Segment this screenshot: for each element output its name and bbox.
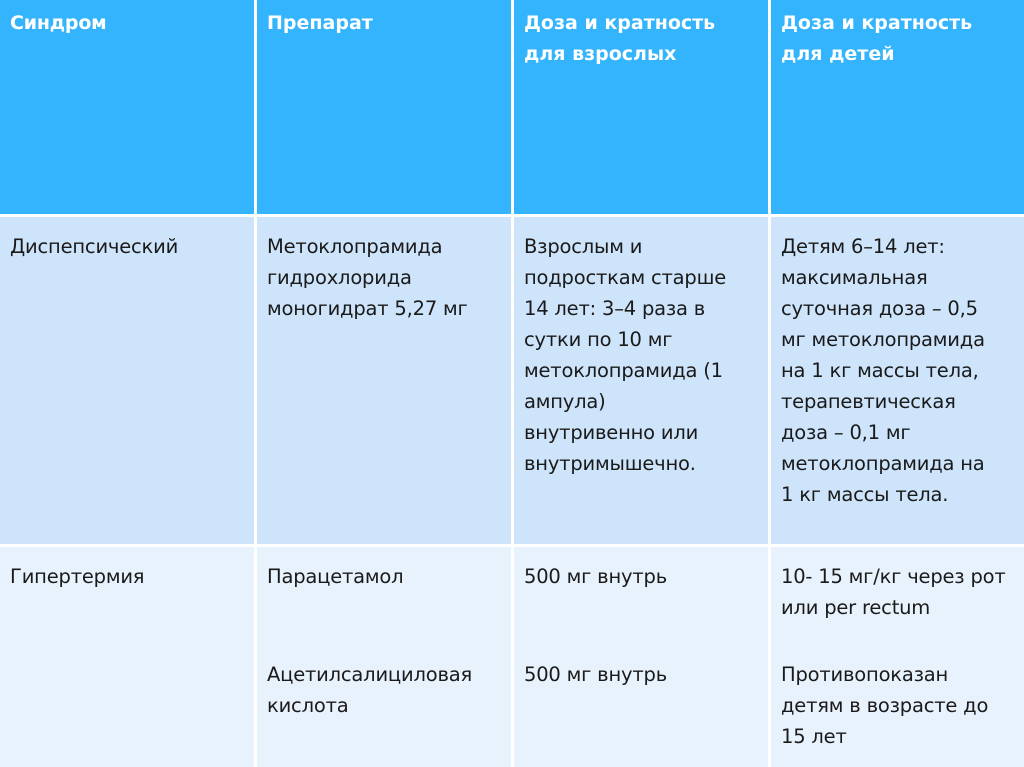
table-row-hyperthermia-syndrome: Гипертермия (0, 547, 254, 767)
header-adult-dose: Доза и кратность для взрослых (514, 0, 768, 214)
header-drug: Препарат (257, 0, 511, 214)
table-row-dyspeptic-drug: Метоклопрамида гидрохлорида моногидрат 5… (257, 217, 511, 544)
cell-text: 10- 15 мг/кг через рот или per rectum (781, 565, 1006, 619)
table-row-hyperthermia-drug: Парацетамол Ацетилсалициловая кислота (257, 547, 511, 767)
cell-text: Парацетамол (267, 565, 404, 588)
cell-text: Взрослым и подросткам старше 14 лет: 3–4… (524, 235, 727, 475)
cell-text: Метоклопрамида гидрохлорида моногидрат 5… (267, 235, 468, 320)
cell-text: Гипертермия (10, 565, 145, 588)
table-row-hyperthermia-adult: 500 мг внутрь 500 мг внутрь (514, 547, 768, 767)
header-label: Доза и кратность для взрослых (524, 12, 716, 65)
header-label: Препарат (267, 12, 373, 34)
table-row-dyspeptic-adult: Взрослым и подросткам старше 14 лет: 3–4… (514, 217, 768, 544)
cell-text: 500 мг внутрь (524, 565, 667, 588)
table-row-dyspeptic-syndrome: Диспепсический (0, 217, 254, 544)
cell-text: Противопоказан детям в возрасте до 15 ле… (781, 663, 989, 748)
header-child-dose: Доза и кратность для детей (771, 0, 1024, 214)
header-label: Синдром (10, 12, 107, 34)
header-label: Доза и кратность для детей (781, 12, 973, 65)
cell-text: Диспепсический (10, 235, 179, 258)
cell-text: Детям 6–14 лет: максимальная суточная до… (781, 235, 985, 506)
table-row-hyperthermia-child: 10- 15 мг/кг через рот или per rectum Пр… (771, 547, 1024, 767)
cell-text: 500 мг внутрь (524, 663, 667, 686)
cell-text: Ацетилсалициловая кислота (267, 663, 473, 717)
header-syndrome: Синдром (0, 0, 254, 214)
table-row-dyspeptic-child: Детям 6–14 лет: максимальная суточная до… (771, 217, 1024, 544)
